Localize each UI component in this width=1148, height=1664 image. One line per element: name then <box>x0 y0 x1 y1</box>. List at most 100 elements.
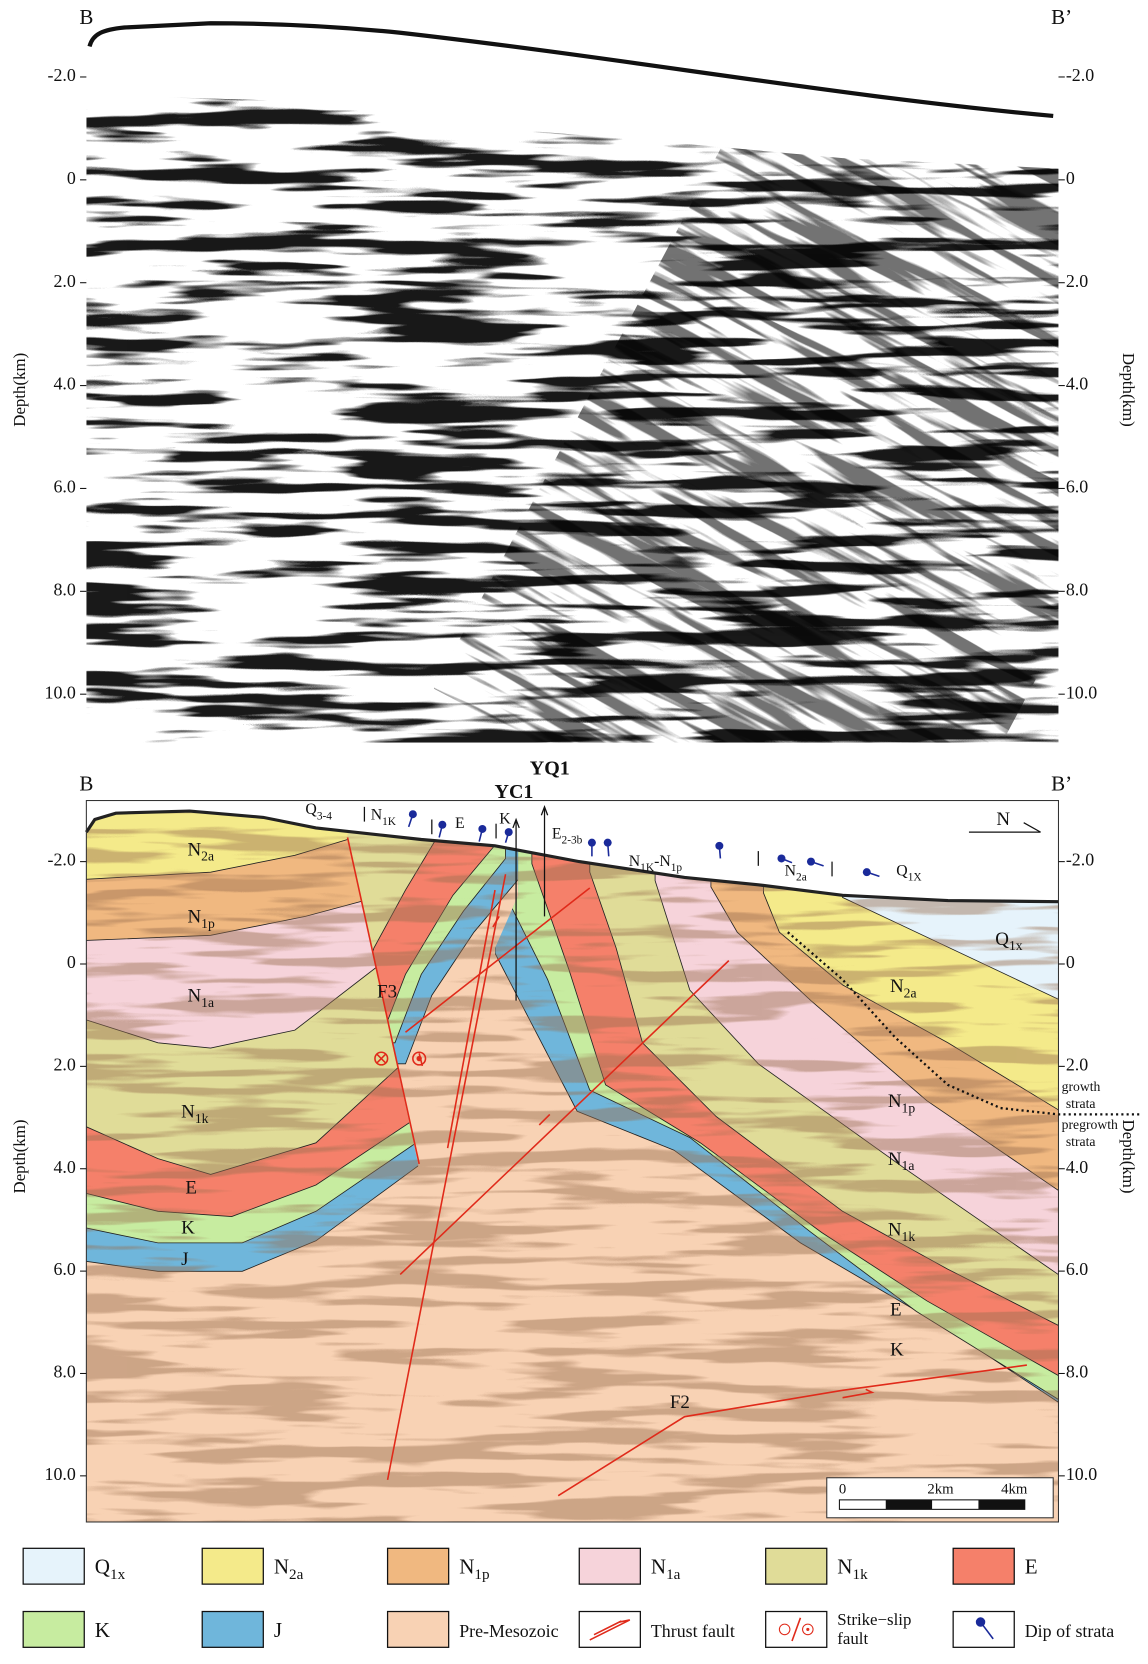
depth-tick-right: 4.0 <box>1066 374 1088 394</box>
label-part: 1k <box>195 1111 209 1126</box>
label-part: Q <box>995 929 1009 950</box>
depth-tick-right: 0 <box>1066 952 1075 972</box>
depth-tick-right: 6.0 <box>1066 477 1088 497</box>
depth-tick-left: 0 <box>67 952 76 972</box>
dip-head <box>604 839 612 847</box>
fault-label: F2 <box>670 1392 690 1413</box>
legend-swatch <box>388 1612 449 1648</box>
scale-label: 0 <box>839 1482 846 1498</box>
label-part: 1x <box>1009 938 1023 953</box>
legend-label: K <box>95 1618 110 1642</box>
page: { "top_section": { "left_end": "B", "rig… <box>0 0 1148 1659</box>
dip-head <box>807 858 815 866</box>
label-part: K <box>890 1340 904 1361</box>
depth-tick-left: 4.0 <box>53 1157 75 1177</box>
label-part: N <box>274 1555 289 1579</box>
label-part: 1K <box>382 816 397 828</box>
label-part: Q <box>896 862 908 879</box>
legend-swatch <box>388 1548 449 1584</box>
legend-label: E <box>1025 1555 1038 1579</box>
depth-tick-right: -2.0 <box>1066 850 1094 870</box>
unit-label: K <box>181 1217 195 1238</box>
pregrowth-label: pregrowth <box>1062 1117 1118 1132</box>
label-part: 2a <box>796 872 807 884</box>
scale-bar-seg <box>978 1500 1024 1509</box>
legend-swatch <box>202 1548 263 1584</box>
dip-head <box>715 842 723 850</box>
depth-tick-right: 6.0 <box>1066 1259 1088 1279</box>
dip-head <box>777 854 785 862</box>
scale-label: 4km <box>1001 1482 1028 1498</box>
depth-tick-left: 10.0 <box>45 1464 76 1484</box>
label-part: N <box>187 839 201 860</box>
label-part: N <box>459 1555 474 1579</box>
label-part: Q <box>95 1555 110 1579</box>
label-part: 3-4 <box>317 810 332 822</box>
legend-label: Strike−slip <box>837 1610 911 1629</box>
label-part: 1k <box>902 1229 916 1244</box>
depth-tick-right: 2.0 <box>1066 271 1088 291</box>
label-part: K <box>95 1618 110 1642</box>
unit-label: E <box>185 1177 197 1198</box>
legend-label: Pre-Mesozoic <box>459 1621 558 1641</box>
legend-label: J <box>274 1618 282 1642</box>
depth-tick-left: 2.0 <box>53 271 75 291</box>
label-part: N <box>187 907 201 928</box>
dip-head <box>478 825 486 833</box>
unit-label: K <box>890 1340 904 1361</box>
legend-swatch <box>23 1612 84 1648</box>
depth-tick-right: -2.0 <box>1066 65 1094 85</box>
pregrowth-label: strata <box>1066 1134 1096 1149</box>
label-part: 1k <box>853 1566 869 1583</box>
label-part: 1x <box>110 1566 126 1583</box>
legend-label: fault <box>837 1629 868 1648</box>
legend-label: Thrust fault <box>651 1621 735 1641</box>
unit-label: J <box>181 1249 188 1270</box>
north-label: N <box>996 809 1010 830</box>
unit-label: E <box>890 1300 902 1321</box>
growth-label: growth <box>1062 1079 1101 1094</box>
depth-tick-right: 8.0 <box>1066 579 1088 599</box>
label-part: N <box>181 1102 195 1123</box>
legend-swatch <box>766 1548 827 1584</box>
label-part: N <box>888 1220 902 1241</box>
well-label: YC1 <box>495 781 534 803</box>
label-part: 2-3b <box>562 835 583 847</box>
label-part: E <box>552 825 562 842</box>
legend-swatch <box>953 1548 1014 1584</box>
label-part: N <box>187 986 201 1007</box>
label-part: N <box>888 1149 902 1170</box>
label-part: J <box>274 1618 282 1642</box>
dip-head <box>409 810 417 818</box>
label-part: E <box>890 1300 902 1321</box>
depth-tick-left: 6.0 <box>53 477 75 497</box>
depth-tick-right: 8.0 <box>1066 1362 1088 1382</box>
fault-label: F3 <box>377 981 397 1002</box>
label-part: 1p <box>902 1100 916 1115</box>
depth-tick-left: 8.0 <box>53 579 75 599</box>
top-section <box>63 0 1148 936</box>
scale-bar-seg <box>886 1500 932 1509</box>
label-part: N <box>837 1555 852 1579</box>
label-part: 2a <box>201 849 214 864</box>
section-end-right: B’ <box>1051 772 1072 796</box>
depth-tick-left: 2.0 <box>53 1054 75 1074</box>
dip-head <box>863 868 871 876</box>
axis-title-right: Depth(km) <box>1119 353 1138 427</box>
depth-tick-right: 10.0 <box>1066 682 1097 702</box>
axis-title-right: Depth(km) <box>1119 1120 1138 1194</box>
legend-swatch <box>953 1612 1014 1648</box>
surface-label: E <box>455 815 465 832</box>
label-part: 1a <box>666 1566 681 1583</box>
label-part: E <box>185 1177 197 1198</box>
symbol-out <box>417 1057 421 1061</box>
legend-label: Q1x <box>95 1555 126 1583</box>
label-part: 1X <box>908 872 922 884</box>
depth-tick-right: 2.0 <box>1066 1054 1088 1074</box>
section-end-left: B <box>79 772 93 796</box>
axis-title-left: Depth(km) <box>10 353 29 427</box>
label-part: -N <box>654 853 671 870</box>
depth-tick-left: 6.0 <box>53 1259 75 1279</box>
label-part: N <box>651 1555 666 1579</box>
depth-tick-left: 4.0 <box>53 374 75 394</box>
